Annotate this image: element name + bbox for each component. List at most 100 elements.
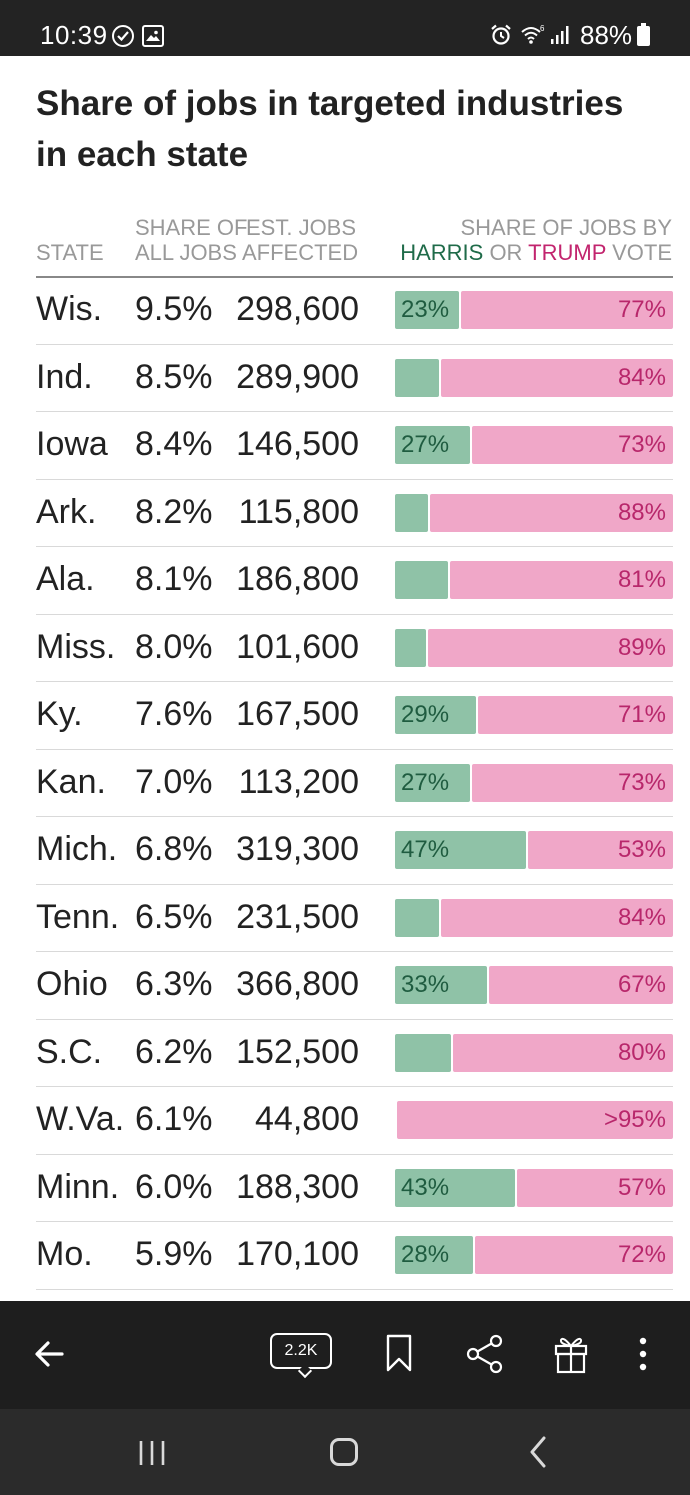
trump-bar: 80% bbox=[453, 1033, 673, 1072]
trump-label: 88% bbox=[617, 498, 666, 526]
bookmark-icon[interactable] bbox=[386, 1334, 412, 1377]
trump-bar: 84% bbox=[441, 898, 673, 937]
share-icon[interactable] bbox=[466, 1334, 504, 1379]
state-name: Mich. bbox=[36, 830, 118, 868]
table-row: Tenn. 6.5% 231,500 84% bbox=[36, 885, 673, 952]
back-arrow-icon[interactable] bbox=[34, 1339, 66, 1374]
vote-share-bar: 89% bbox=[395, 628, 673, 667]
state-name: S.C. bbox=[36, 1032, 103, 1071]
comments-button[interactable]: 2.2K bbox=[270, 1333, 332, 1379]
harris-bar: 28% bbox=[395, 1236, 473, 1274]
state-name: Tenn. bbox=[36, 897, 120, 936]
jobs-affected: 167,500 bbox=[236, 695, 359, 733]
trump-bar: 67% bbox=[489, 966, 673, 1004]
status-time: 10:39 bbox=[40, 20, 108, 50]
trump-bar: 72% bbox=[475, 1236, 673, 1274]
share-of-jobs: 8.0% bbox=[135, 627, 213, 666]
battery-level: 88% bbox=[580, 20, 633, 50]
trump-bar: 81% bbox=[450, 561, 673, 599]
back-chevron-icon[interactable] bbox=[528, 1436, 548, 1473]
state-name: Miss. bbox=[36, 627, 116, 666]
harris-label: 29% bbox=[401, 701, 450, 728]
harris-label: 27% bbox=[401, 768, 450, 796]
harris-bar bbox=[395, 898, 439, 937]
vote-share-bar: 81% bbox=[395, 561, 673, 599]
trump-label: 72% bbox=[617, 1241, 666, 1268]
jobs-affected: 366,800 bbox=[236, 965, 359, 1003]
jobs-affected: 113,200 bbox=[238, 762, 359, 801]
trump-bar: 71% bbox=[478, 696, 673, 734]
gallery-icon bbox=[142, 25, 164, 47]
table-row: Iowa 8.4% 146,500 27% 73% bbox=[36, 412, 673, 480]
battery-icon bbox=[637, 23, 650, 46]
column-header-share-line1: SHARE OF bbox=[135, 215, 248, 240]
harris-label: 23% bbox=[401, 296, 450, 323]
harris-label: 27% bbox=[401, 431, 450, 458]
state-table: Wis. 9.5% 298,600 23% 77% Ind. 8.5% 289,900 84% I… bbox=[36, 277, 673, 1290]
column-header-vote-line1: SHARE OF JOBS BY bbox=[460, 215, 673, 240]
legend-harris: HARRIS bbox=[400, 240, 484, 265]
more-vertical-icon[interactable] bbox=[638, 1337, 648, 1376]
state-name: Ky. bbox=[36, 695, 83, 733]
state-name: Ind. bbox=[36, 357, 93, 396]
share-of-jobs: 6.3% bbox=[135, 965, 213, 1003]
jobs-affected: 101,600 bbox=[236, 627, 359, 666]
state-name: Ark. bbox=[36, 492, 97, 531]
legend-vote: VOTE bbox=[605, 240, 672, 265]
comment-bubble-icon: 2.2K bbox=[270, 1333, 332, 1369]
column-header-state: STATE bbox=[36, 240, 104, 265]
harris-bar: 33% bbox=[395, 966, 487, 1004]
state-name: Minn. bbox=[36, 1167, 120, 1206]
vote-share-bar: 43% 57% bbox=[395, 1168, 673, 1207]
share-of-jobs: 5.9% bbox=[135, 1235, 213, 1273]
trump-label: >95% bbox=[603, 1106, 666, 1133]
share-of-jobs: 7.0% bbox=[135, 762, 213, 801]
trump-label: 77% bbox=[617, 296, 666, 323]
vote-share-bar: 27% 73% bbox=[395, 426, 673, 464]
vote-share-bar: 27% 73% bbox=[395, 763, 673, 802]
harris-bar: 47% bbox=[395, 831, 526, 869]
state-name: Mo. bbox=[36, 1235, 93, 1273]
vote-share-bar: 29% 71% bbox=[395, 696, 673, 734]
table-row: W.Va. 6.1% 44,800 >95% bbox=[36, 1087, 673, 1155]
harris-label: 33% bbox=[401, 971, 450, 998]
trump-bar: 57% bbox=[517, 1168, 673, 1207]
home-icon[interactable] bbox=[330, 1438, 358, 1466]
harris-bar bbox=[395, 628, 426, 667]
harris-bar: 27% bbox=[395, 763, 470, 802]
vote-share-bar: >95% bbox=[395, 1101, 673, 1139]
vote-share-bar: 23% 77% bbox=[395, 291, 673, 329]
share-of-jobs: 6.0% bbox=[135, 1167, 213, 1206]
recent-apps-icon[interactable] bbox=[138, 1439, 166, 1472]
check-circle-icon bbox=[112, 25, 134, 47]
trump-bar: 84% bbox=[441, 358, 673, 397]
share-of-jobs: 6.8% bbox=[135, 830, 213, 868]
trump-label: 57% bbox=[617, 1173, 666, 1201]
harris-bar: 27% bbox=[395, 426, 470, 464]
table-row: Kan. 7.0% 113,200 27% 73% bbox=[36, 750, 673, 817]
share-of-jobs: 8.1% bbox=[135, 560, 213, 598]
share-of-jobs: 6.5% bbox=[135, 897, 213, 936]
vote-share-bar: 47% 53% bbox=[395, 831, 673, 869]
alarm-icon bbox=[490, 24, 512, 51]
state-name: Iowa bbox=[36, 425, 108, 463]
column-header-jobs-line1: EST. JOBS bbox=[246, 215, 357, 240]
table-row: Wis. 9.5% 298,600 23% 77% bbox=[36, 277, 673, 345]
table-row: Ark. 8.2% 115,800 88% bbox=[36, 480, 673, 547]
jobs-affected: 44,800 bbox=[255, 1100, 359, 1138]
harris-label: 43% bbox=[401, 1173, 450, 1201]
gift-icon[interactable] bbox=[554, 1334, 588, 1379]
vote-share-bar: 28% 72% bbox=[395, 1236, 673, 1274]
jobs-affected: 298,600 bbox=[236, 290, 359, 328]
trump-label: 73% bbox=[617, 768, 666, 796]
table-row: Mo. 5.9% 170,100 28% 72% bbox=[36, 1222, 673, 1290]
harris-label: 28% bbox=[401, 1241, 450, 1268]
trump-bar: 88% bbox=[430, 493, 673, 532]
trump-bar: 53% bbox=[528, 831, 673, 869]
column-header-share-line2: ALL JOBS bbox=[135, 240, 237, 265]
trump-label: 53% bbox=[617, 836, 666, 863]
share-of-jobs: 6.2% bbox=[135, 1032, 213, 1071]
article-toolbar: 2.2K bbox=[0, 1301, 690, 1409]
trump-label: 71% bbox=[617, 701, 666, 728]
trump-label: 73% bbox=[617, 431, 666, 458]
